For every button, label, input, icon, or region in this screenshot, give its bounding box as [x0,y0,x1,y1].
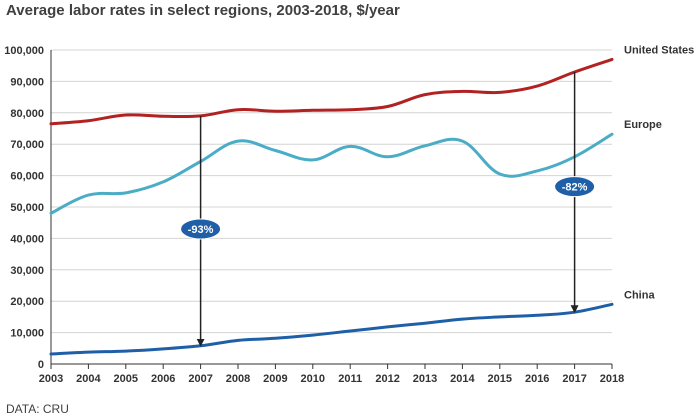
data-point-united-states [50,122,53,125]
y-tick-label: 0 [38,359,44,371]
x-tick-label: 2015 [488,373,512,385]
annotations: -93% -82% [180,71,596,347]
series-line-europe [49,132,614,215]
x-tick-label: 2016 [525,373,549,385]
y-tick-label: 90,000 [10,76,44,88]
y-tick-label: 50,000 [10,202,44,214]
series-label-europe: Europe [624,119,662,131]
series-label-united-states: United States [624,44,694,56]
x-tick-label: 2014 [450,373,475,385]
x-tick-label: 2010 [301,373,325,385]
data-point-china [424,322,427,325]
x-tick-label: 2005 [114,373,138,385]
x-tick-label: 2007 [188,373,212,385]
y-tick-label: 10,000 [10,328,44,340]
data-point-united-states [424,93,427,96]
data-point-china [461,318,464,321]
x-tick-label: 2006 [151,373,175,385]
data-point-united-states [536,85,539,88]
y-axis-tick-labels: 0 10,000 20,000 30,000 40,000 50,000 60,000 70,… [4,45,44,371]
data-point-china [311,334,314,337]
data-point-united-states [461,90,464,93]
data-point-united-states [274,110,277,113]
series-line-china [49,302,614,356]
x-tick-label: 2003 [39,373,63,385]
data-point-europe [498,173,501,176]
data-point-china [162,347,165,350]
y-tick-label: 40,000 [10,233,44,245]
data-point-europe [50,212,53,215]
data-point-europe [274,149,277,152]
data-point-europe [424,144,427,147]
data-point-europe [162,180,165,183]
y-tick-label: 80,000 [10,108,44,120]
y-tick-label: 60,000 [10,171,44,183]
x-tick-label: 2008 [226,373,250,385]
data-point-united-states [386,105,389,108]
x-tick-label: 2017 [562,373,586,385]
y-tick-label: 20,000 [10,296,44,308]
x-tick-label: 2013 [413,373,437,385]
data-point-united-states [162,115,165,118]
data-point-china [536,314,539,317]
data-point-united-states [311,109,314,112]
data-point-china [349,330,352,333]
x-tick-label: 2004 [76,373,101,385]
data-point-china [237,339,240,342]
data-point-europe [611,133,614,136]
series-labels: United States Europe China [624,44,694,301]
x-tick-label: 2009 [263,373,287,385]
chart-title: Average labor rates in select regions, 2… [6,2,400,19]
y-tick-label: 70,000 [10,139,44,151]
x-tick-label: 2018 [600,373,624,385]
series-lines [49,57,614,356]
y-tick-label: 100,000 [4,45,44,57]
annotation-bubble [554,176,596,198]
data-point-united-states [498,91,501,94]
data-point-china [199,344,202,347]
y-tick-label: 30,000 [10,265,44,277]
data-point-china [124,350,127,353]
data-point-china [274,337,277,340]
data-point-europe [461,140,464,143]
data-point-united-states [124,113,127,116]
data-point-china [87,351,90,354]
data-point-china [611,303,614,306]
data-point-china [498,315,501,318]
data-point-china [50,352,53,355]
x-tick-label: 2011 [338,373,362,385]
annotation-label: -82% [562,182,588,194]
annotation-bubble [180,218,222,240]
series-line-united-states [49,57,614,126]
axes [50,50,613,369]
data-point-europe [349,145,352,148]
data-point-china [573,311,576,314]
data-point-china [386,325,389,328]
x-tick-label: 2012 [375,373,399,385]
annotation-label: -93% [188,224,214,236]
data-source: DATA: CRU [6,402,69,416]
data-point-europe [237,140,240,143]
x-axis-tick-labels: 2003 2004 2005 2006 2007 2008 2009 2010 2011 2012… [39,373,624,385]
series-label-china: China [624,289,655,301]
data-point-europe [87,194,90,197]
data-point-europe [311,158,314,161]
data-point-europe [386,155,389,158]
data-point-united-states [237,108,240,111]
data-point-europe [536,169,539,172]
data-point-united-states [611,58,614,61]
data-point-united-states [87,119,90,122]
data-point-europe [124,191,127,194]
data-point-united-states [349,108,352,111]
